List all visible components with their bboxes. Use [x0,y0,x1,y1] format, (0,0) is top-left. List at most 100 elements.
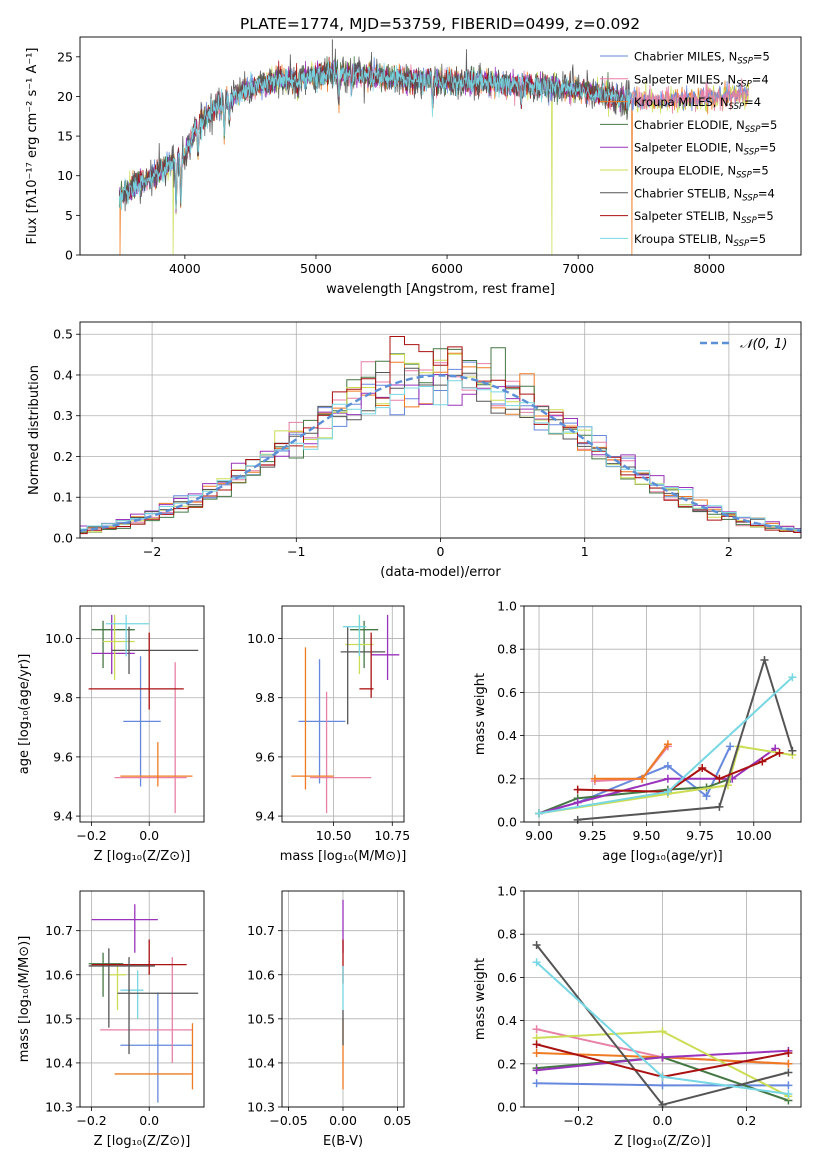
point-8 [120,970,144,1019]
legend-label: Kroupa MILES, NSSP=4 [634,95,761,112]
y-axis-label: Flux [fλ10⁻¹⁷ erg cm⁻² s⁻¹ A⁻¹] [25,48,40,245]
panel-age-vs-Z: −0.2 0.0 9.4 9.6 9.8 10.0 Z [log₁₀(Z/Z⊙)] age [… [17,605,205,864]
point-4 [91,904,158,953]
series-7 [573,748,784,796]
series-8 [532,958,793,1099]
x-tick-label: −2 [143,544,161,559]
y-axis-label: mass weight [473,673,488,755]
point-5 [103,614,135,680]
panel-massweight-vs-age: 9.00 9.25 9.50 9.75 10.00 0.0 0.2 0.4 0.6 0.8 1.0 a… [473,599,802,864]
point-5 [108,965,127,1011]
series-point [715,802,724,811]
spectrum-lines [118,39,749,255]
point-8 [105,614,150,657]
legend-label: 𝒩(0, 1) [740,337,787,352]
point-3 [88,952,124,997]
point-1 [310,691,372,814]
figure-title: PLATE=1774, MJD=53759, FIBERID=0499, z=0… [240,15,640,33]
series-point [760,656,769,664]
series-line [577,656,794,821]
series-point [663,740,672,749]
point-2 [291,647,334,790]
legend-label: Chabrier STELIB, NSSP=4 [634,186,775,203]
y-tick-label: 0.8 [497,642,517,657]
y-tick-label: 10.6 [247,967,275,982]
x-tick-label: 9.75 [686,828,714,843]
x-tick-label: 7000 [562,261,594,276]
x-tick-label: 0.0 [139,828,159,843]
x-axis-label: Z [log₁₀(Z/Z⊙)] [94,1134,191,1149]
series-line [594,745,669,782]
y-tick-label: 0.4 [53,367,73,382]
y-tick-label: 10.4 [247,1055,275,1070]
series-point [715,774,724,783]
y-tick-label: 0.1 [53,490,73,505]
x-tick-label: 10.50 [316,828,352,843]
series-point [784,1068,793,1077]
point-2 [114,1023,194,1090]
y-tick-label: 0.0 [497,1100,517,1115]
x-tick-label: 2 [725,544,733,559]
panel-age-vs-mass: 10.50 10.75 9.4 9.6 9.8 10.0 mass [log₁₀(M/M⊙)… [247,605,410,864]
y-tick-label: 10.7 [247,923,275,938]
plot-frame [523,890,802,1108]
series-point [658,1081,667,1090]
series-point [658,1100,667,1109]
point-8 [343,614,367,657]
y-tick-label: 9.4 [53,809,73,824]
point-7 [359,632,374,698]
point-7 [88,632,184,710]
series-point [784,1081,793,1090]
y-axis-label: Normed distribution [27,365,42,495]
y-tick-label: 5 [65,208,73,223]
point-3 [91,620,135,669]
series-point [573,815,582,824]
y-tick-label: 10.3 [247,1100,275,1115]
y-tick-label: 10.0 [45,631,73,646]
series-point [658,1072,667,1081]
x-tick-label: 9.00 [525,828,553,843]
x-tick-label: 0.00 [329,1113,357,1128]
point-2 [120,742,193,787]
plot-frame [79,321,802,539]
y-tick-label: 0.2 [53,449,73,464]
series-point [638,774,647,783]
x-tick-label: 4000 [169,261,201,276]
y-tick-label: 0.4 [497,728,517,743]
series-point [788,673,797,682]
y-tick-label: 0.0 [497,815,517,830]
x-tick-label: 10.00 [736,828,772,843]
errorbars [291,614,400,814]
plot-frame [523,605,802,823]
series-point [784,1059,793,1068]
point-0 [298,659,346,784]
x-tick-label: 0.2 [736,1113,756,1128]
y-tick-label: 10.5 [45,1011,73,1026]
series-point [663,761,672,770]
y-tick-label: 0.4 [497,1013,517,1028]
series-point [726,742,735,751]
series-point [663,787,672,796]
point-4 [371,614,400,680]
y-tick-label: 25 [57,49,73,64]
series-point [698,764,707,772]
plot-frame [79,605,205,823]
x-tick-label: −0.2 [563,1113,593,1128]
series-point [532,1066,541,1075]
y-tick-label: 9.8 [255,690,275,705]
x-tick-label: 10.75 [374,828,410,843]
series-point [784,1049,793,1057]
legend-label: Chabrier ELODIE, NSSP=5 [634,118,777,135]
y-tick-label: 9.8 [53,690,73,705]
point-4 [91,614,135,675]
panel-mass-vs-Z: −0.2 0.0 10.3 10.4 10.5 10.6 10.7 Z [log₁₀(Z/Z⊙… [17,890,205,1149]
y-tick-label: 20 [57,89,73,104]
x-axis-label: mass [log₁₀(M/M⊙)] [280,849,407,864]
point-0 [123,656,161,787]
x-tick-label: 1 [581,544,589,559]
x-axis-label: Z [log₁₀(Z/Z⊙)] [94,849,191,864]
legend-label: Chabrier MILES, NSSP=5 [634,50,770,67]
series-point [532,1040,541,1049]
x-axis-label: E(B-V) [323,1134,363,1149]
